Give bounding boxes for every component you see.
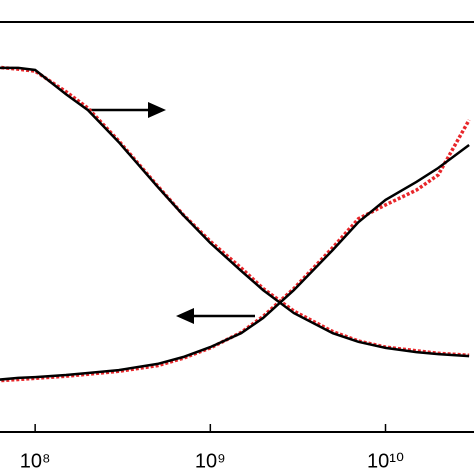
x-tick-label: 10⁹ [195,450,226,472]
x-tick-label: 10¹⁰ [367,450,404,472]
series-line [0,143,470,381]
arrow-right [88,102,166,118]
series-line [0,119,471,383]
series-line [0,66,470,358]
arrow-left [176,308,255,324]
series-line [0,65,470,358]
x-tick-label: 10⁸ [20,450,51,472]
